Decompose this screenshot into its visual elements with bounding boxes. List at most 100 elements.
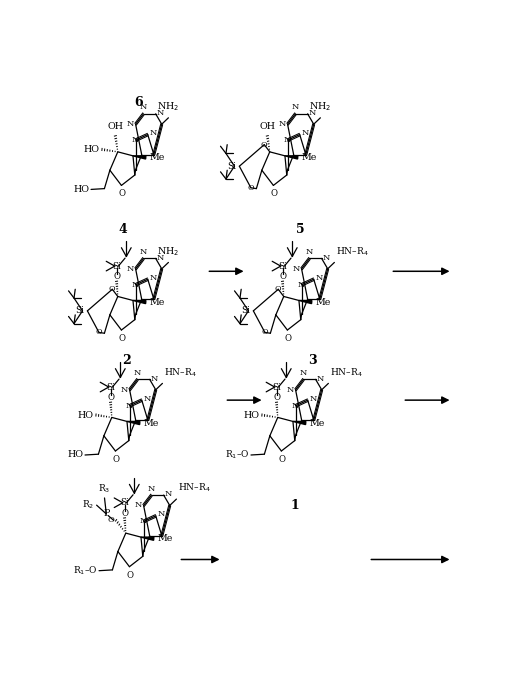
Text: N: N xyxy=(143,395,151,402)
Text: N: N xyxy=(150,274,157,281)
Text: O: O xyxy=(126,571,134,580)
Text: O: O xyxy=(279,272,286,281)
Text: HO: HO xyxy=(73,185,89,194)
Text: O: O xyxy=(108,516,115,525)
Text: O: O xyxy=(270,189,278,199)
Text: HO: HO xyxy=(77,410,93,419)
Polygon shape xyxy=(127,421,140,425)
Polygon shape xyxy=(133,156,146,159)
Text: N: N xyxy=(151,374,158,382)
Text: HN–R$_4$: HN–R$_4$ xyxy=(330,366,362,378)
Text: N: N xyxy=(157,253,164,262)
Polygon shape xyxy=(141,537,154,540)
Text: N: N xyxy=(127,120,134,128)
Text: Si: Si xyxy=(120,499,129,507)
Text: P: P xyxy=(103,510,109,518)
Polygon shape xyxy=(299,301,312,304)
Text: N: N xyxy=(298,281,305,289)
Text: N: N xyxy=(121,386,128,394)
Text: O: O xyxy=(248,184,254,192)
Text: Me: Me xyxy=(150,298,165,307)
Text: O: O xyxy=(261,141,268,149)
Text: O: O xyxy=(273,393,280,402)
Text: N: N xyxy=(306,248,313,256)
Text: Si: Si xyxy=(228,162,236,171)
Text: O: O xyxy=(119,189,125,199)
Text: HN–R$_4$: HN–R$_4$ xyxy=(164,366,197,378)
Text: N: N xyxy=(316,274,323,281)
Text: N: N xyxy=(323,253,330,262)
Text: 6: 6 xyxy=(134,96,143,109)
Polygon shape xyxy=(293,421,306,425)
Text: HN–R$_4$: HN–R$_4$ xyxy=(335,245,368,257)
Text: Si: Si xyxy=(272,382,281,391)
Text: O: O xyxy=(107,393,114,402)
Text: N: N xyxy=(279,120,286,128)
Text: N: N xyxy=(157,510,165,518)
Text: O: O xyxy=(113,272,120,281)
Polygon shape xyxy=(133,301,146,304)
Text: Me: Me xyxy=(150,153,165,162)
Text: Me: Me xyxy=(158,534,173,543)
Text: O: O xyxy=(109,285,116,293)
Text: R$_1$–O: R$_1$–O xyxy=(73,564,98,577)
Text: N: N xyxy=(292,103,299,111)
Text: HN–R$_4$: HN–R$_4$ xyxy=(178,482,211,494)
Text: O: O xyxy=(284,334,292,343)
Text: O: O xyxy=(275,285,282,293)
Text: R$_3$: R$_3$ xyxy=(99,482,110,494)
Text: N: N xyxy=(287,386,294,394)
Text: 2: 2 xyxy=(122,354,131,367)
Polygon shape xyxy=(285,156,298,159)
Text: N: N xyxy=(301,129,309,137)
Text: N: N xyxy=(150,129,157,137)
Text: N: N xyxy=(135,501,142,510)
Text: N: N xyxy=(157,109,164,117)
Text: O: O xyxy=(121,509,128,518)
Text: HO: HO xyxy=(67,451,83,460)
Text: N: N xyxy=(140,103,147,111)
Text: 3: 3 xyxy=(308,354,317,367)
Text: HO: HO xyxy=(244,410,260,419)
Text: N: N xyxy=(148,485,155,492)
Text: NH$_2$: NH$_2$ xyxy=(157,100,180,113)
Text: N: N xyxy=(132,136,139,144)
Text: N: N xyxy=(310,395,317,402)
Text: HO: HO xyxy=(84,145,100,154)
Text: Si: Si xyxy=(106,382,115,391)
Text: N: N xyxy=(126,402,133,410)
Text: O: O xyxy=(119,334,125,343)
Text: NH$_2$: NH$_2$ xyxy=(157,245,180,257)
Text: Si: Si xyxy=(75,307,84,316)
Text: O: O xyxy=(262,329,268,337)
Text: N: N xyxy=(317,374,324,382)
Text: Me: Me xyxy=(316,298,331,307)
Text: N: N xyxy=(134,369,141,377)
Text: R$_2$: R$_2$ xyxy=(82,499,94,512)
Text: Si: Si xyxy=(112,262,121,270)
Text: 5: 5 xyxy=(296,223,305,236)
Text: Me: Me xyxy=(144,419,159,428)
Text: 1: 1 xyxy=(290,499,299,512)
Text: NH$_2$: NH$_2$ xyxy=(309,100,331,113)
Text: N: N xyxy=(127,265,134,273)
Text: N: N xyxy=(140,518,147,525)
Text: N: N xyxy=(132,281,139,289)
Text: O: O xyxy=(95,329,102,337)
Text: O: O xyxy=(112,455,120,464)
Text: OH: OH xyxy=(107,122,123,131)
Text: N: N xyxy=(309,109,316,117)
Text: N: N xyxy=(300,369,307,377)
Text: N: N xyxy=(284,136,291,144)
Text: 4: 4 xyxy=(118,223,127,236)
Text: Si: Si xyxy=(241,307,250,316)
Text: R$_1$–O: R$_1$–O xyxy=(225,449,250,461)
Text: OH: OH xyxy=(260,122,276,131)
Text: N: N xyxy=(292,402,299,410)
Text: N: N xyxy=(140,248,147,256)
Text: N: N xyxy=(165,490,172,499)
Text: N: N xyxy=(293,265,300,273)
Text: O: O xyxy=(279,455,285,464)
Text: Si: Si xyxy=(278,262,287,270)
Text: Me: Me xyxy=(310,419,325,428)
